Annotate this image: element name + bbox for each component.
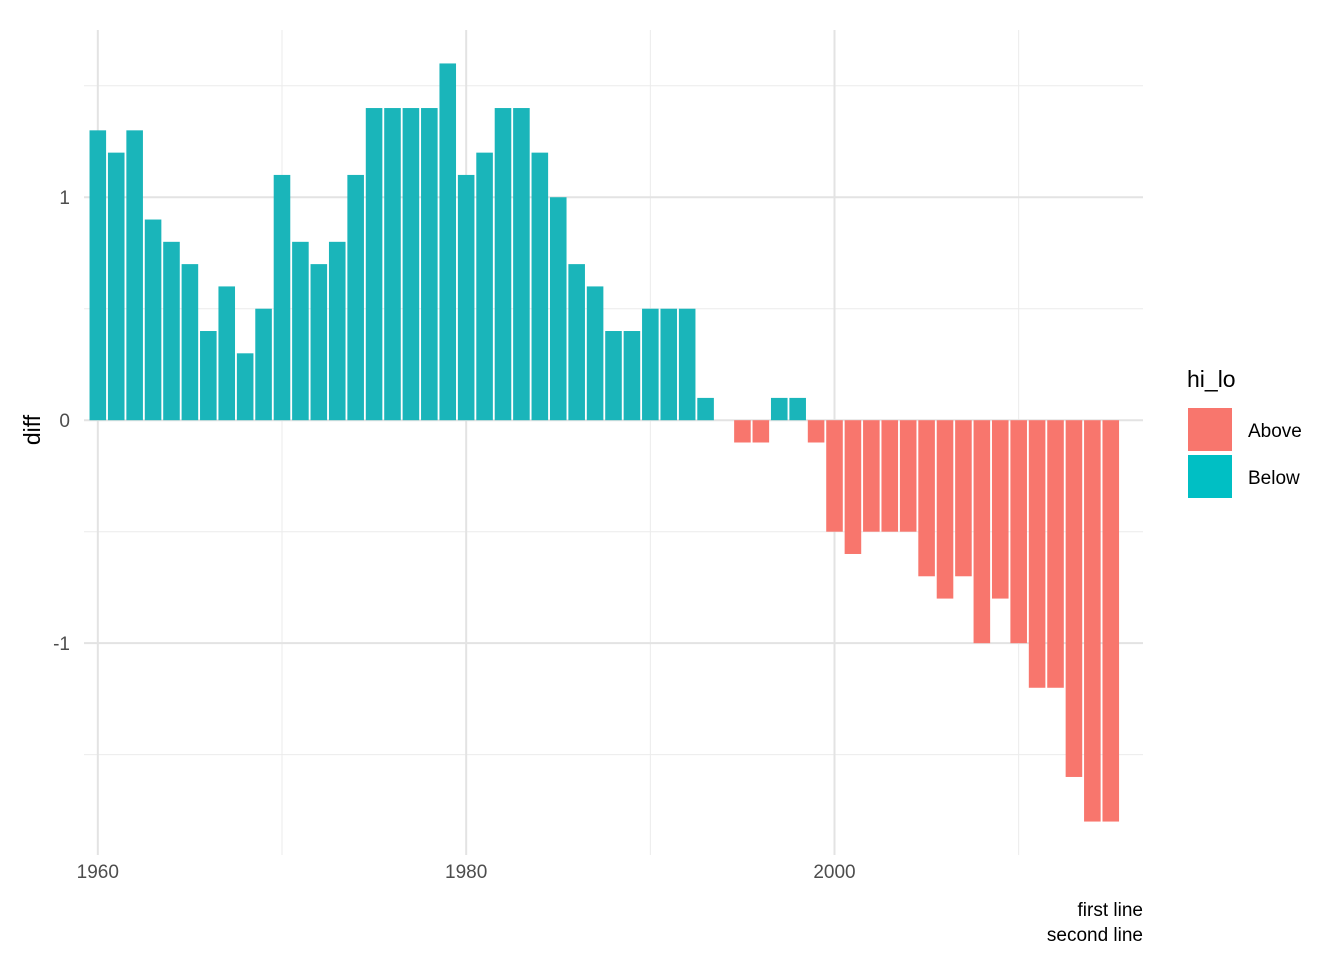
- bar-1995-above: [734, 420, 751, 443]
- legend-title: hi_lo: [1187, 366, 1236, 392]
- bar-2004-above: [899, 420, 917, 532]
- bar-1985-below: [549, 197, 567, 421]
- bar-1968-below: [236, 353, 254, 421]
- bar-1992-below: [678, 308, 696, 421]
- bar-1988-below: [605, 331, 622, 421]
- bar-1980-below: [457, 174, 475, 421]
- bar-2005-above: [918, 420, 935, 577]
- bar-1999-above: [807, 420, 825, 443]
- y-tick-label-0: 0: [59, 411, 70, 432]
- legend-swatch-above: [1188, 408, 1232, 451]
- bar-1974-below: [347, 174, 364, 421]
- bar-1993-below: [697, 397, 714, 421]
- bar-1977-below: [402, 108, 420, 421]
- bar-1986-below: [568, 264, 585, 421]
- x-tick-label-1960: 1960: [77, 862, 119, 883]
- bar-2001-above: [844, 420, 862, 554]
- bar-1969-below: [255, 308, 272, 421]
- bar-1966-below: [200, 331, 217, 421]
- legend-swatch-below: [1188, 455, 1232, 498]
- bar-1965-below: [181, 264, 199, 421]
- bar-1964-below: [163, 241, 180, 421]
- bar-2009-above: [991, 420, 1009, 599]
- bar-1979-below: [439, 63, 457, 421]
- bar-1962-below: [126, 130, 143, 421]
- x-tick-label-2000: 2000: [813, 862, 855, 883]
- bar-2006-above: [936, 420, 954, 599]
- bar-1990-below: [642, 308, 659, 421]
- bar-1963-below: [144, 219, 162, 421]
- bar-2012-above: [1047, 420, 1064, 688]
- caption-line-2: second line: [1047, 925, 1143, 946]
- bar-2010-above: [1010, 420, 1027, 644]
- bar-1973-below: [328, 241, 346, 421]
- bar-1996-above: [752, 420, 770, 443]
- bar-2014-above: [1084, 420, 1101, 822]
- bar-1998-below: [789, 397, 806, 421]
- bar-2008-above: [973, 420, 991, 644]
- bar-1983-below: [513, 108, 530, 421]
- bar-2015-above: [1102, 420, 1120, 822]
- bar-1972-below: [310, 264, 328, 421]
- bar-1971-below: [292, 241, 309, 421]
- bar-1984-below: [531, 152, 549, 421]
- bar-1970-below: [273, 174, 291, 421]
- bar-1981-below: [476, 152, 493, 421]
- bar-2013-above: [1065, 420, 1083, 777]
- bar-2011-above: [1028, 420, 1046, 688]
- bar-1961-below: [107, 152, 125, 421]
- bar-1987-below: [586, 286, 604, 421]
- legend-label-below: Below: [1248, 468, 1300, 489]
- bar-1989-below: [623, 331, 641, 421]
- bar-1978-below: [421, 108, 438, 421]
- bar-1997-below: [770, 397, 788, 421]
- legend: hi_lo Above Below: [1187, 366, 1302, 498]
- bar-1982-below: [494, 108, 512, 421]
- caption-line-1: first line: [1078, 900, 1143, 921]
- legend-label-above: Above: [1248, 421, 1302, 442]
- bar-2003-above: [881, 420, 899, 532]
- bar-series: [89, 63, 1120, 822]
- bar-2002-above: [863, 420, 880, 532]
- bar-2007-above: [955, 420, 972, 577]
- bar-1975-below: [365, 108, 383, 421]
- y-axis-title: diff: [19, 414, 45, 445]
- bar-1976-below: [384, 108, 401, 421]
- axis-ticks: 1960 1980 2000 -1 0 1: [53, 188, 856, 883]
- y-tick-label--1: -1: [53, 634, 70, 655]
- caption: first line second line: [1047, 900, 1143, 946]
- bar-1960-below: [89, 130, 107, 421]
- bar-2000-above: [826, 420, 843, 532]
- y-tick-label-1: 1: [59, 188, 70, 209]
- bar-1991-below: [660, 308, 678, 421]
- x-tick-label-1980: 1980: [445, 862, 487, 883]
- bar-1967-below: [218, 286, 236, 421]
